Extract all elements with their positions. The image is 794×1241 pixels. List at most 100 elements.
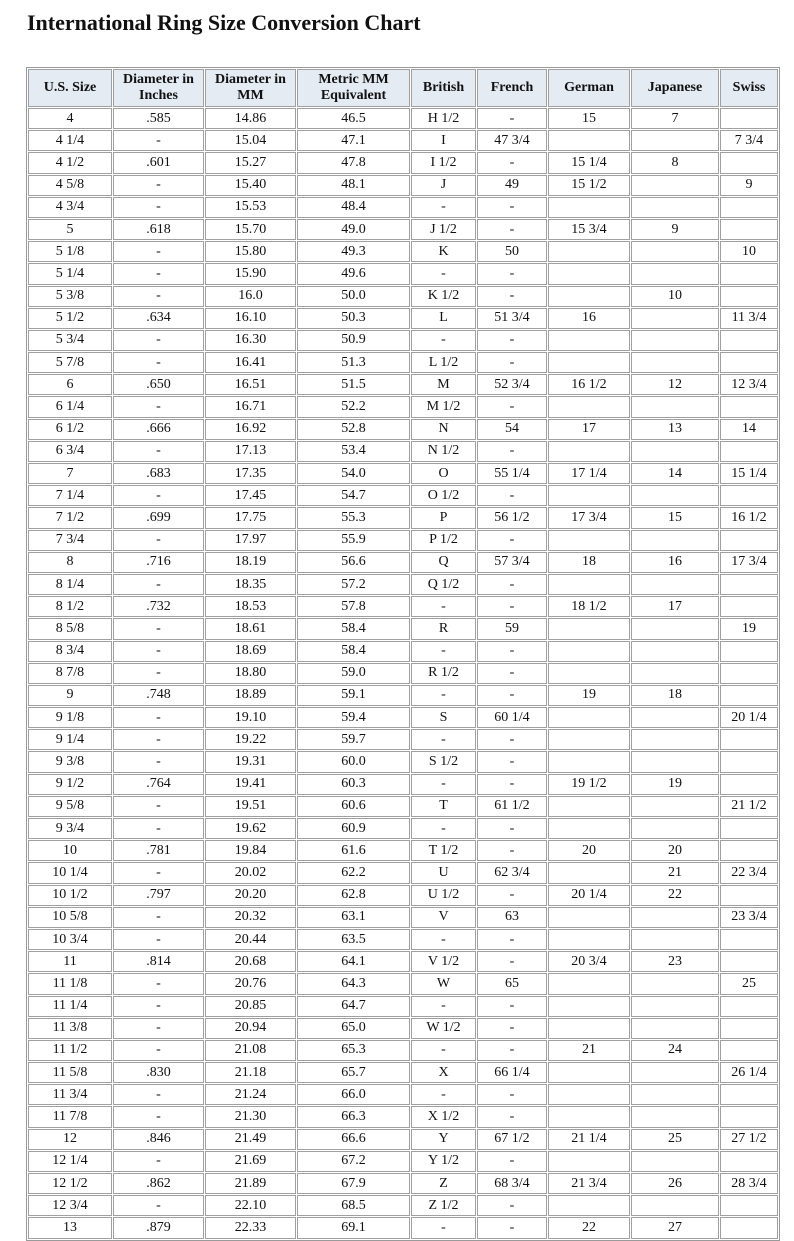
table-cell: 4 1/4 xyxy=(28,130,112,152)
table-cell: - xyxy=(113,795,204,817)
table-cell: - xyxy=(113,1039,204,1062)
table-cell: 10 5/8 xyxy=(28,906,112,928)
table-cell: .716 xyxy=(113,551,204,573)
table-cell xyxy=(548,818,630,840)
table-cell: 16 xyxy=(548,307,630,329)
table-cell: 50.9 xyxy=(297,329,410,352)
table-cell: 19.22 xyxy=(205,729,296,751)
table-cell xyxy=(631,1195,719,1217)
table-row: 5 3/4-16.30 50.9- - xyxy=(28,329,778,352)
table-cell: 10 xyxy=(28,840,112,862)
table-cell: K xyxy=(411,241,476,263)
table-row: 7 1/4-17.45 54.7 O 1/2- xyxy=(28,485,778,507)
table-cell: M xyxy=(411,374,476,396)
table-cell: 19 xyxy=(548,684,630,707)
table-cell xyxy=(631,707,719,729)
table-cell: 21.24 xyxy=(205,1084,296,1106)
table-cell xyxy=(548,618,630,640)
table-cell: 66.3 xyxy=(297,1106,410,1128)
table-cell: - xyxy=(113,130,204,152)
table-cell: 5 3/8 xyxy=(28,285,112,307)
table-cell: 21 xyxy=(631,862,719,884)
table-cell: 20.85 xyxy=(205,995,296,1017)
table-cell: .830 xyxy=(113,1062,204,1084)
table-row: 7 3/4-17.97 55.9 P 1/2- xyxy=(28,529,778,551)
table-cell: 20.02 xyxy=(205,862,296,884)
column-header: French xyxy=(477,69,547,107)
table-cell: 53.4 xyxy=(297,440,410,462)
table-cell: 20 1/4 xyxy=(720,707,778,729)
table-cell xyxy=(548,640,630,662)
table-cell: - xyxy=(477,751,547,773)
table-cell: 21.08 xyxy=(205,1039,296,1062)
column-header: German xyxy=(548,69,630,107)
table-cell: 12 1/4 xyxy=(28,1150,112,1172)
table-cell: 23 3/4 xyxy=(720,906,778,928)
table-cell: 26 xyxy=(631,1173,719,1195)
table-cell: 10 xyxy=(720,241,778,263)
table-row: 13.879 22.33 69.1- -22 27 xyxy=(28,1217,778,1239)
table-cell: 4 3/4 xyxy=(28,196,112,218)
table-cell: - xyxy=(477,352,547,374)
table-cell xyxy=(631,241,719,263)
table-cell xyxy=(631,973,719,995)
table-cell: 28 3/4 xyxy=(720,1173,778,1195)
table-cell xyxy=(631,196,719,218)
table-cell: - xyxy=(113,396,204,418)
table-row: 12 1/4-21.69 67.2 Y 1/2- xyxy=(28,1150,778,1172)
table-cell: X xyxy=(411,1062,476,1084)
table-cell: 16.71 xyxy=(205,396,296,418)
table-row: 11 1/8-20.76 64.3 W 65 25 xyxy=(28,973,778,995)
table-cell: 16.0 xyxy=(205,285,296,307)
table-cell: - xyxy=(477,640,547,662)
table-cell: 15.27 xyxy=(205,152,296,174)
table-cell: 62 3/4 xyxy=(477,862,547,884)
table-cell: 51.5 xyxy=(297,374,410,396)
table-cell xyxy=(548,329,630,352)
table-cell: 15 xyxy=(548,108,630,130)
table-cell: 10 1/2 xyxy=(28,884,112,906)
table-cell: 5 1/8 xyxy=(28,241,112,263)
table-cell: 18.61 xyxy=(205,618,296,640)
table-cell xyxy=(631,906,719,928)
table-row: 8.716 18.19 56.6 Q 57 3/4 18 16 17 3/4 xyxy=(28,551,778,573)
table-cell: 22.33 xyxy=(205,1217,296,1239)
table-cell: 57.2 xyxy=(297,573,410,596)
table-cell xyxy=(720,840,778,862)
table-cell: 19.84 xyxy=(205,840,296,862)
table-cell: R xyxy=(411,618,476,640)
table-cell: 12 1/2 xyxy=(28,1173,112,1195)
table-cell xyxy=(720,884,778,906)
table-row: 6 1/2.666 16.92 52.8 N 54 17 13 14 xyxy=(28,418,778,440)
table-cell: 19.41 xyxy=(205,773,296,795)
table-cell: 18.80 xyxy=(205,662,296,684)
table-cell: - xyxy=(113,729,204,751)
table-cell: - xyxy=(477,818,547,840)
table-cell: .601 xyxy=(113,152,204,174)
table-cell: 58.4 xyxy=(297,618,410,640)
table-cell: W xyxy=(411,973,476,995)
table-cell xyxy=(720,773,778,795)
table-row: 5 1/4-15.90 49.6- - xyxy=(28,263,778,285)
table-cell: 6 1/4 xyxy=(28,396,112,418)
table-cell: 16.51 xyxy=(205,374,296,396)
table-cell: T 1/2 xyxy=(411,840,476,862)
table-cell: 21 1/2 xyxy=(720,795,778,817)
table-cell xyxy=(720,751,778,773)
table-cell: - xyxy=(477,196,547,218)
table-cell xyxy=(720,951,778,973)
table-cell: 59.7 xyxy=(297,729,410,751)
table-cell: - xyxy=(477,573,547,596)
table-cell xyxy=(720,1150,778,1172)
table-row: 8 1/4-18.35 57.2 Q 1/2- xyxy=(28,573,778,596)
table-cell: T xyxy=(411,795,476,817)
column-header: Diameter in MM xyxy=(205,69,296,107)
table-cell: 8 xyxy=(28,551,112,573)
table-cell xyxy=(548,241,630,263)
table-cell: 9 5/8 xyxy=(28,795,112,817)
table-cell xyxy=(720,596,778,618)
table-cell: 12 3/4 xyxy=(28,1195,112,1217)
table-cell: 55.3 xyxy=(297,507,410,529)
table-cell: - xyxy=(411,818,476,840)
table-cell: O xyxy=(411,463,476,485)
